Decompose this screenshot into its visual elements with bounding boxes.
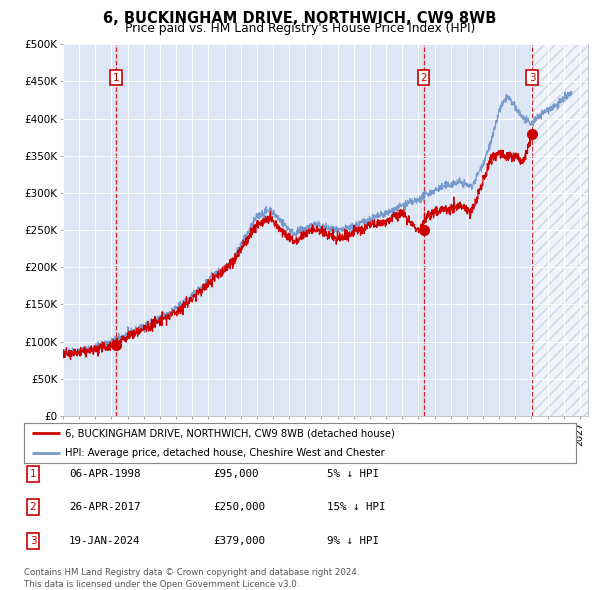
Text: 3: 3 — [29, 536, 37, 546]
Text: 6, BUCKINGHAM DRIVE, NORTHWICH, CW9 8WB: 6, BUCKINGHAM DRIVE, NORTHWICH, CW9 8WB — [103, 11, 497, 25]
Text: 5% ↓ HPI: 5% ↓ HPI — [327, 469, 379, 478]
Text: £95,000: £95,000 — [213, 469, 259, 478]
Text: 1: 1 — [29, 469, 37, 478]
Text: 6, BUCKINGHAM DRIVE, NORTHWICH, CW9 8WB (detached house): 6, BUCKINGHAM DRIVE, NORTHWICH, CW9 8WB … — [65, 428, 395, 438]
Text: £250,000: £250,000 — [213, 503, 265, 512]
Text: 1: 1 — [113, 73, 119, 83]
Text: Price paid vs. HM Land Registry's House Price Index (HPI): Price paid vs. HM Land Registry's House … — [125, 22, 475, 35]
Text: 2: 2 — [29, 503, 37, 512]
Text: Contains HM Land Registry data © Crown copyright and database right 2024.
This d: Contains HM Land Registry data © Crown c… — [24, 568, 359, 589]
Text: 26-APR-2017: 26-APR-2017 — [69, 503, 140, 512]
Text: 15% ↓ HPI: 15% ↓ HPI — [327, 503, 386, 512]
Text: £379,000: £379,000 — [213, 536, 265, 546]
Text: 3: 3 — [529, 73, 536, 83]
Text: 2: 2 — [420, 73, 427, 83]
Text: 06-APR-1998: 06-APR-1998 — [69, 469, 140, 478]
Text: 9% ↓ HPI: 9% ↓ HPI — [327, 536, 379, 546]
Text: HPI: Average price, detached house, Cheshire West and Chester: HPI: Average price, detached house, Ches… — [65, 448, 385, 458]
Text: 19-JAN-2024: 19-JAN-2024 — [69, 536, 140, 546]
